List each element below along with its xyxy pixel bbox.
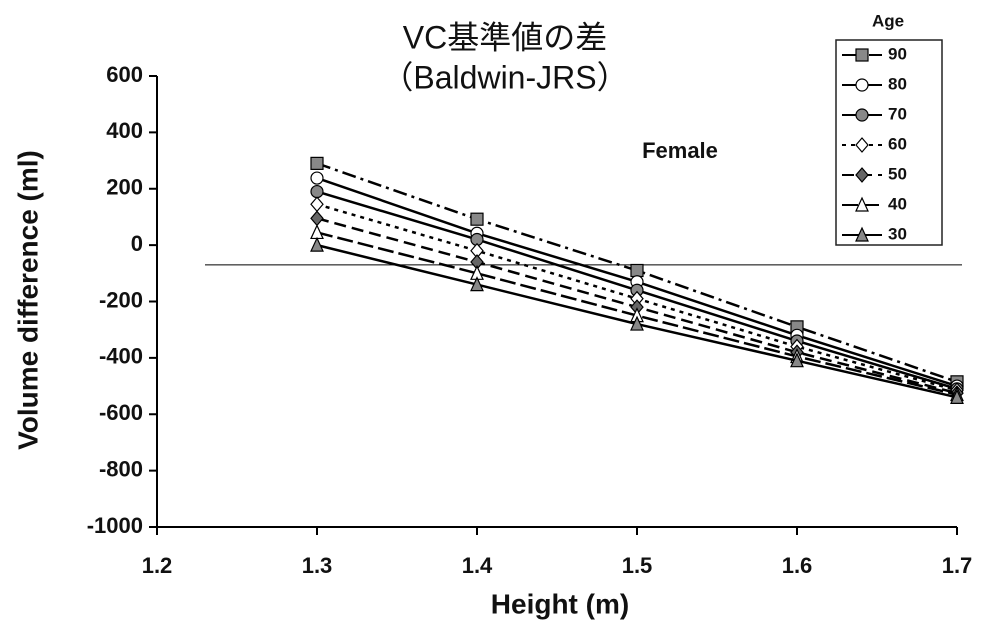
marker [310,196,324,213]
marker [855,78,869,92]
marker [630,263,644,278]
marker [855,226,869,242]
marker [855,196,869,212]
marker [470,212,484,226]
y-tick-label: -400 [99,344,143,369]
x-tick-label: 1.7 [942,553,973,578]
legend-label: 80 [888,74,907,93]
x-tick-label: 1.2 [142,553,173,578]
marker [470,276,484,292]
chart-subtitle: （Baldwin-JRS） [381,59,628,95]
legend-label: 50 [888,164,907,183]
y-tick-label: -600 [99,400,143,425]
marker [950,388,964,404]
marker [310,156,324,170]
y-tick-label: 0 [131,231,143,256]
marker [310,224,324,240]
y-tick-label: -1000 [87,513,143,538]
legend-label: 90 [888,44,907,63]
marker [790,352,804,368]
marker [855,167,869,183]
x-tick-label: 1.5 [622,553,653,578]
y-tick-label: -800 [99,456,143,481]
y-tick-label: -200 [99,287,143,312]
annotation: Female [642,138,718,163]
marker [855,108,869,122]
y-tick-label: 200 [106,175,143,200]
marker [310,236,324,252]
x-tick-label: 1.4 [462,553,493,578]
x-tick-label: 1.3 [302,553,333,578]
marker [310,171,324,185]
marker [855,137,869,153]
y-tick-label: 600 [106,62,143,87]
marker [310,210,324,227]
x-axis-label: Height (m) [491,588,629,619]
legend-label: 60 [888,134,907,153]
legend-label: 30 [888,224,907,243]
legend-box [835,39,943,246]
marker [630,315,644,331]
chart-title: VC基準値の差 [403,19,607,55]
legend-label: 40 [888,194,907,213]
x-tick-label: 1.6 [782,553,813,578]
marker [310,184,324,199]
legend-label: 70 [888,104,907,123]
legend-title: Age [872,11,904,30]
marker [855,48,869,62]
y-tick-label: 400 [106,118,143,143]
y-axis-label: Volume difference (ml) [12,150,43,450]
